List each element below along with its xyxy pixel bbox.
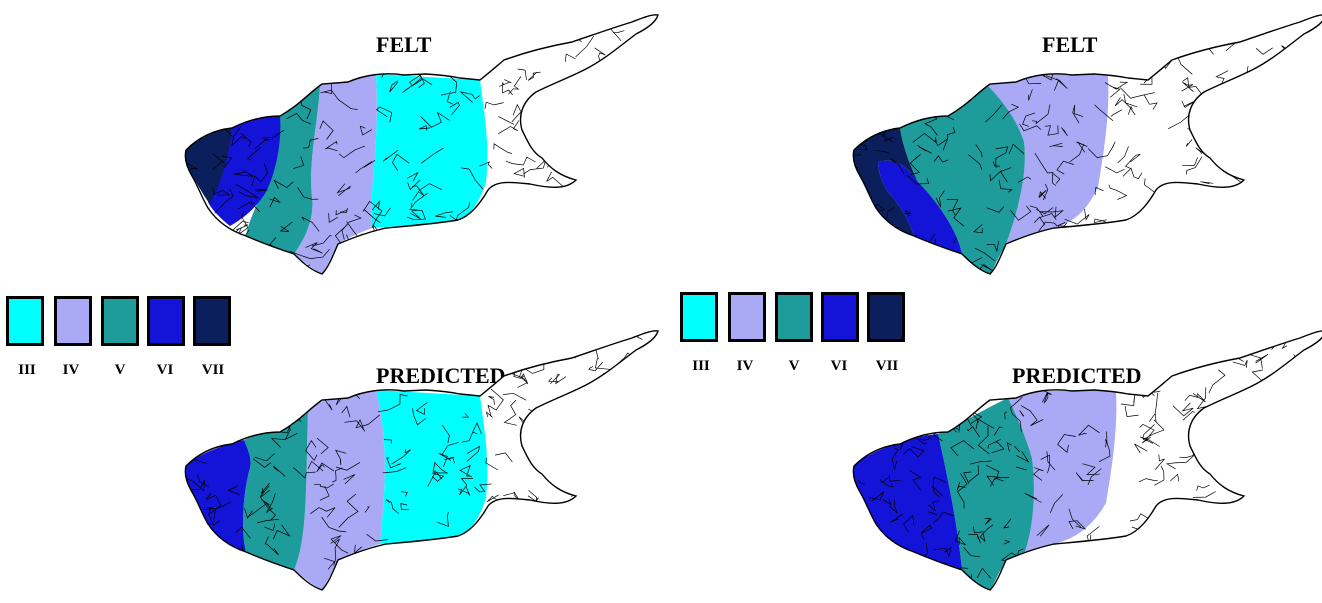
legend-swatch-iii <box>680 292 718 342</box>
map-right-predicted <box>848 328 1322 603</box>
map-left-felt-svg <box>180 12 660 287</box>
legend-label-iv: IV <box>48 362 94 379</box>
map-right-felt <box>848 12 1322 287</box>
legend-swatch-iii <box>6 296 44 346</box>
intensity-zone <box>371 74 487 228</box>
map-left-predicted-svg <box>180 328 660 603</box>
legend-label-v: V <box>771 358 817 375</box>
intensity-zone <box>243 406 308 570</box>
legend-swatch-v <box>101 296 139 346</box>
legend-swatch-v <box>775 292 813 342</box>
legend-label-v: V <box>97 362 143 379</box>
map-right-predicted-svg <box>848 328 1322 603</box>
legend-swatch-iv <box>54 296 92 346</box>
map-right-felt-svg <box>848 12 1322 287</box>
map-left-predicted <box>180 328 660 603</box>
map-left-felt <box>180 12 660 287</box>
legend-label-iii: III <box>678 358 724 375</box>
legend-label-iii: III <box>4 362 50 379</box>
legend-swatch-iv <box>728 292 766 342</box>
legend-label-iv: IV <box>722 358 768 375</box>
